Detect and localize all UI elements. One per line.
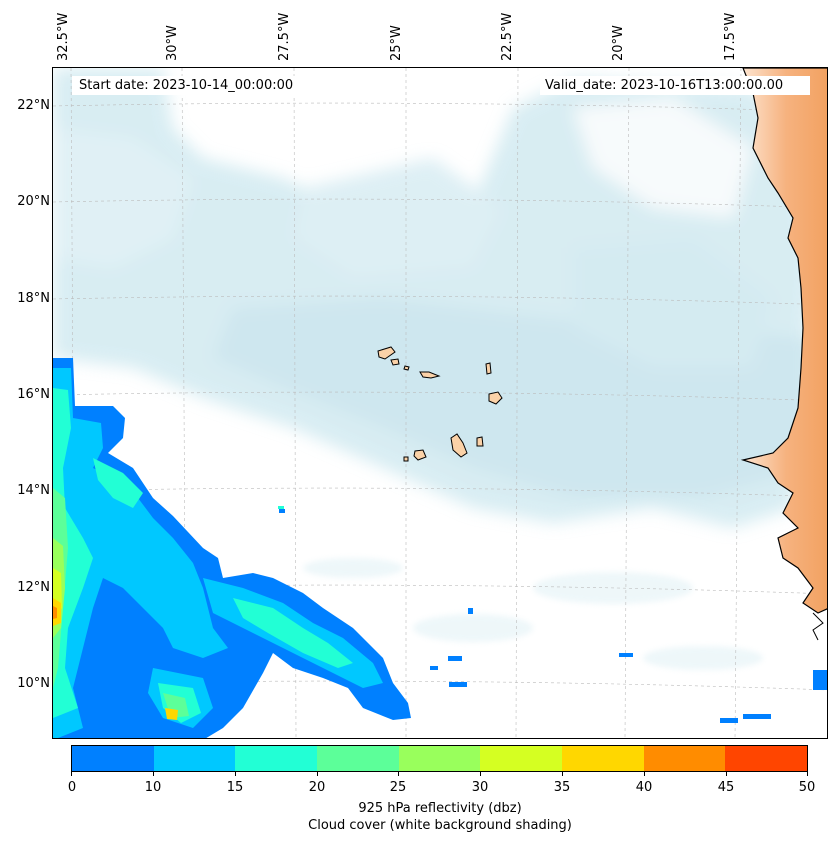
reflectivity-field: [53, 358, 827, 738]
lon-label-22.5w: 22.5°W: [500, 12, 515, 61]
colorbar-tick-label: 35: [553, 780, 571, 795]
reflectivity-0-10: [113, 628, 148, 658]
colorbar-tick-label: 20: [308, 780, 326, 795]
colorbar-sublabel: Cloud cover (white background shading): [308, 818, 572, 833]
colorbar-tickmark: [562, 772, 563, 776]
colorbar-segment: [317, 746, 399, 771]
colorbar-label: 925 hPa reflectivity (dbz): [358, 801, 522, 816]
colorbar-tick-label: 25: [389, 780, 407, 795]
island-maio: [476, 436, 484, 447]
colorbar-tickmark: [644, 772, 645, 776]
colorbar-segment: [643, 746, 726, 771]
lat-label-22n: 22°N: [17, 98, 50, 113]
reflectivity-cell: [448, 656, 462, 661]
lat-label-16n: 16°N: [17, 387, 50, 402]
reflectivity-cell: [468, 608, 473, 614]
island-sao-nicolau: [419, 371, 441, 379]
map-panel: [52, 67, 828, 739]
colorbar-tick-label: 40: [635, 780, 653, 795]
lon-label-32.5w: 32.5°W: [56, 12, 71, 61]
colorbar-tickmark: [726, 772, 727, 776]
colorbar-tickmark: [153, 772, 154, 776]
colorbar: [71, 745, 808, 772]
colorbar-tickmark: [235, 772, 236, 776]
colorbar-segment: [235, 746, 318, 771]
island-sal: [485, 362, 492, 375]
colorbar-tick-label: 45: [717, 780, 735, 795]
valid-date-text: Valid_date: 2023-10-16T13:00:00.00: [540, 76, 810, 95]
lon-label-17.5w: 17.5°W: [723, 12, 738, 61]
lat-label-10n: 10°N: [17, 676, 50, 691]
reflectivity-35-40: [165, 708, 178, 720]
lon-label-25w: 25°W: [389, 25, 404, 61]
colorbar-tickmark: [807, 772, 808, 776]
island-fogo: [413, 449, 427, 461]
colorbar-tickmark: [480, 772, 481, 776]
reflectivity-cell: [813, 670, 827, 690]
reflectivity-cell: [279, 509, 285, 513]
colorbar-tick-label: 15: [226, 780, 244, 795]
reflectivity-cell: [278, 506, 284, 509]
reflectivity-cell: [449, 682, 467, 687]
reflectivity-cell: [430, 666, 438, 670]
island-brava: [403, 456, 409, 462]
island-santiago: [450, 433, 468, 458]
map-canvas: [53, 68, 827, 738]
cloud-cover-shading: [53, 68, 813, 528]
colorbar-segment: [562, 746, 644, 771]
reflectivity-cell: [619, 653, 633, 657]
colorbar-segment: [153, 746, 236, 771]
reflectivity-cell: [743, 714, 771, 719]
lon-label-30w: 30°W: [165, 25, 180, 61]
colorbar-segment: [72, 746, 154, 771]
island-boa-vista: [488, 391, 503, 405]
colorbar-tickmark: [398, 772, 399, 776]
cape-verde-islands: [377, 346, 503, 462]
lat-label-14n: 14°N: [17, 483, 50, 498]
lat-label-12n: 12°N: [17, 580, 50, 595]
colorbar-tick-label: 0: [67, 780, 77, 795]
colorbar-segment: [398, 746, 481, 771]
reflectivity-cell: [720, 718, 738, 723]
colorbar-tick-label: 10: [144, 780, 162, 795]
lon-label-27.5w: 27.5°W: [277, 12, 292, 61]
colorbar-segment: [725, 746, 808, 771]
colorbar-segment: [480, 746, 563, 771]
colorbar-tickmark: [71, 772, 72, 776]
island-santo-antao: [377, 346, 396, 360]
island-santa-luzia: [403, 365, 410, 371]
reflectivity-40-45: [53, 606, 57, 619]
reflectivity-15-20: [233, 598, 353, 668]
colorbar-tickmark: [317, 772, 318, 776]
reflectivity-15-20: [53, 388, 93, 718]
colorbar-tick-label: 50: [798, 780, 816, 795]
reflectivity-15-20: [93, 458, 143, 508]
lat-label-20n: 20°N: [17, 194, 50, 209]
start-date-text: Start date: 2023-10-14_00:00:00: [72, 76, 319, 95]
west-africa-land: [740, 68, 827, 641]
scattered-clouds-south: [303, 558, 763, 670]
lon-label-20w: 20°W: [611, 25, 626, 61]
island-sao-vicente: [390, 358, 400, 366]
lat-label-18n: 18°N: [17, 291, 50, 306]
colorbar-tick-label: 30: [471, 780, 489, 795]
